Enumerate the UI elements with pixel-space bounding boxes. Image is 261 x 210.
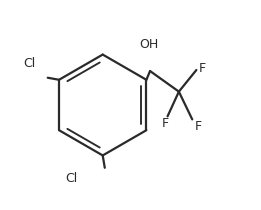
Text: F: F [194,121,201,133]
Text: F: F [162,117,169,130]
Text: OH: OH [139,38,159,51]
Text: Cl: Cl [66,172,78,185]
Text: F: F [198,63,206,75]
Text: Cl: Cl [23,57,36,70]
